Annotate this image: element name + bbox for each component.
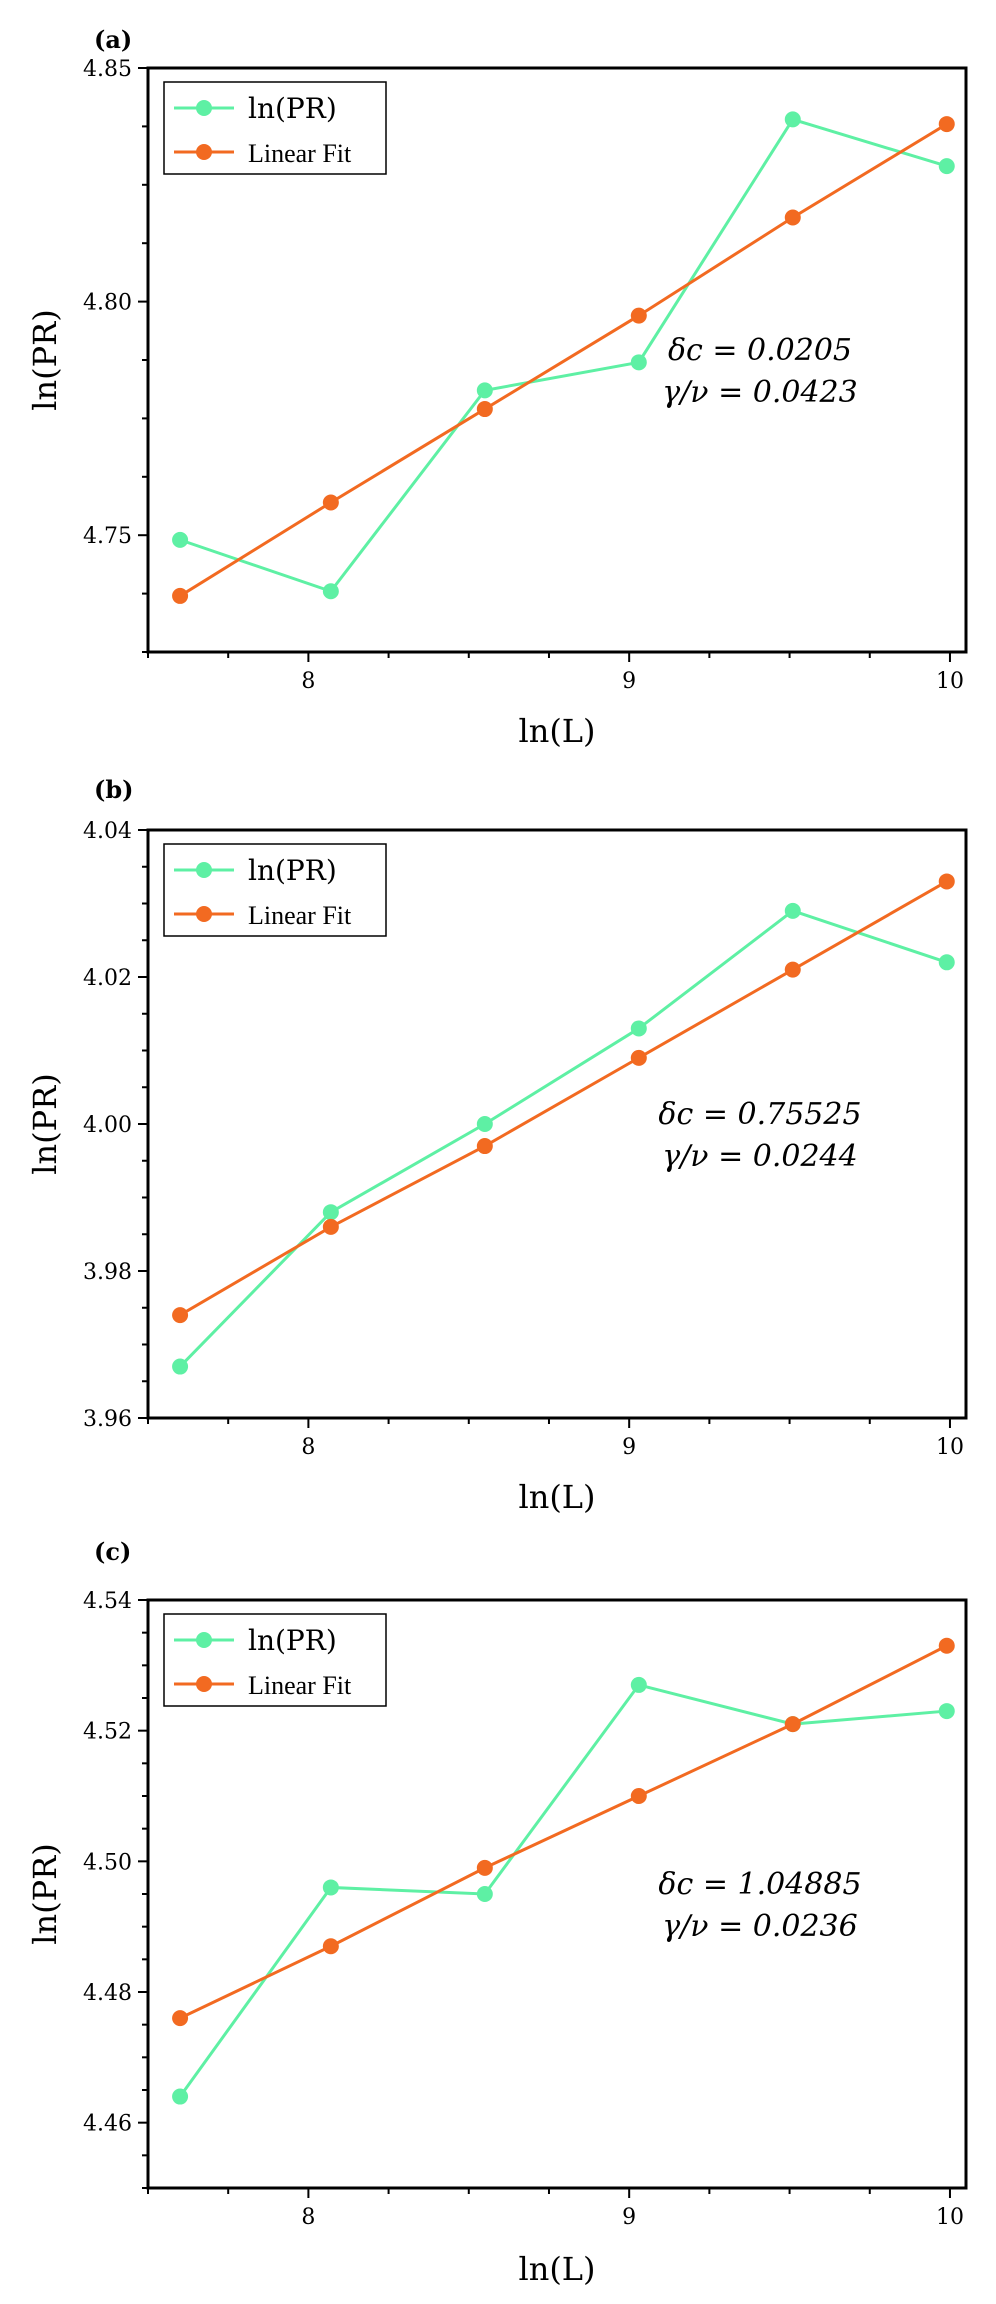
data-point	[784, 902, 801, 919]
data-point	[784, 111, 801, 128]
gamma-nu-annotation: γ/ν = 0.0423	[662, 375, 857, 410]
x-tick-label: 9	[622, 669, 636, 694]
y-axis-title: ln(PR)	[26, 1073, 64, 1174]
gamma-nu-annotation: γ/ν = 0.0244	[662, 1139, 857, 1174]
y-tick-label: 4.85	[83, 57, 132, 82]
fit-point	[322, 1938, 339, 1955]
y-tick-label: 3.98	[83, 1260, 132, 1285]
fit-point	[476, 1138, 493, 1155]
data-point	[476, 382, 493, 399]
y-tick-label: 4.75	[83, 524, 132, 549]
fit-point	[172, 2010, 189, 2027]
fit-point	[630, 1049, 647, 1066]
legend-marker	[196, 906, 212, 922]
panel-label: (b)	[94, 775, 134, 804]
y-tick-label: 4.04	[83, 819, 132, 844]
y-tick-label: 4.02	[83, 966, 132, 991]
legend-label: Linear Fit	[248, 139, 352, 168]
chart-panel-a: (a) 8 9 10 4.75 4.80 4.85 ln(L) ln(PR) ln(PR) Line…	[26, 25, 968, 750]
legend-label: Linear Fit	[248, 1671, 352, 1700]
data-point	[172, 1358, 189, 1375]
fit-point	[630, 307, 647, 324]
x-tick-label: 8	[301, 669, 315, 694]
data-point	[630, 1676, 647, 1693]
fit-series-line	[179, 122, 948, 598]
x-tick-label: 9	[622, 2205, 636, 2230]
data-series-line	[178, 1683, 947, 2098]
fit-point	[938, 873, 955, 890]
fit-point	[172, 1307, 189, 1324]
data-point	[322, 1204, 339, 1221]
y-tick-label: 4.52	[83, 1720, 132, 1745]
panel-label: (a)	[94, 25, 132, 54]
delta-c-annotation: δc = 1.04885	[658, 1867, 861, 1902]
fit-series-line	[179, 880, 948, 1317]
y-tick-label: 4.46	[83, 2112, 132, 2137]
fit-point	[322, 1218, 339, 1235]
x-tick-label: 10	[936, 669, 964, 694]
fit-point	[476, 1859, 493, 1876]
data-point	[476, 1886, 493, 1902]
chart-panel-c: (c) 8 9 10 4.46 4.48 4.50 4.52 4.54 ln(L) ln(PR) ln…	[26, 1537, 968, 2288]
fit-point	[322, 494, 339, 511]
data-point	[938, 158, 955, 175]
y-tick-label: 4.80	[83, 291, 132, 316]
legend-label: ln(PR)	[248, 92, 337, 125]
fit-point	[938, 1637, 955, 1654]
legend-marker	[196, 862, 212, 878]
x-tick-label: 10	[936, 2205, 964, 2230]
legend-label: Linear Fit	[248, 901, 352, 930]
y-tick-label: 4.48	[83, 1981, 132, 2006]
fit-point	[630, 1788, 647, 1804]
data-point	[322, 583, 339, 600]
x-axis-title: ln(L)	[518, 1478, 595, 1516]
legend-label: ln(PR)	[248, 854, 337, 887]
chart-panel-b: (b) 8 9 10 3.96 3.98 4.00 4.02 4.04 ln(L) ln(PR) ln…	[26, 775, 968, 1516]
x-tick-label: 8	[301, 2205, 315, 2230]
legend-marker	[196, 1632, 212, 1648]
fit-point	[938, 116, 955, 133]
y-tick-label: 3.96	[83, 1407, 132, 1432]
data-point	[630, 354, 647, 371]
data-point	[172, 2088, 189, 2105]
delta-c-annotation: δc = 0.0205	[668, 333, 852, 368]
y-axis-title: ln(PR)	[26, 1843, 64, 1944]
data-point	[938, 954, 955, 971]
legend-marker	[196, 144, 212, 160]
fit-point	[172, 587, 189, 604]
legend-label: ln(PR)	[248, 1624, 337, 1657]
y-tick-label: 4.00	[83, 1113, 132, 1138]
x-axis-title: ln(L)	[518, 712, 595, 750]
gamma-nu-annotation: γ/ν = 0.0236	[662, 1909, 857, 1944]
x-tick-label: 8	[301, 1435, 315, 1460]
data-series-line	[179, 117, 948, 594]
y-axis-title: ln(PR)	[26, 309, 64, 410]
data-point	[938, 1703, 955, 1720]
y-tick-label: 4.54	[83, 1589, 132, 1614]
delta-c-annotation: δc = 0.75525	[658, 1097, 861, 1132]
x-tick-label: 10	[936, 1435, 964, 1460]
data-point	[476, 1116, 493, 1132]
panel-label: (c)	[94, 1537, 131, 1566]
x-axis-title: ln(L)	[518, 2250, 595, 2288]
fit-point	[476, 401, 493, 418]
legend-marker	[196, 1676, 212, 1692]
y-tick-label: 4.50	[83, 1850, 132, 1875]
x-tick-label: 9	[622, 1435, 636, 1460]
fit-point	[784, 1716, 801, 1733]
data-point	[322, 1879, 339, 1896]
data-point	[172, 531, 189, 548]
fit-point	[784, 209, 801, 226]
fit-point	[784, 961, 801, 978]
legend-marker	[196, 100, 212, 116]
data-series-line	[179, 909, 948, 1368]
data-point	[630, 1020, 647, 1037]
fit-series-line	[179, 1644, 948, 2020]
